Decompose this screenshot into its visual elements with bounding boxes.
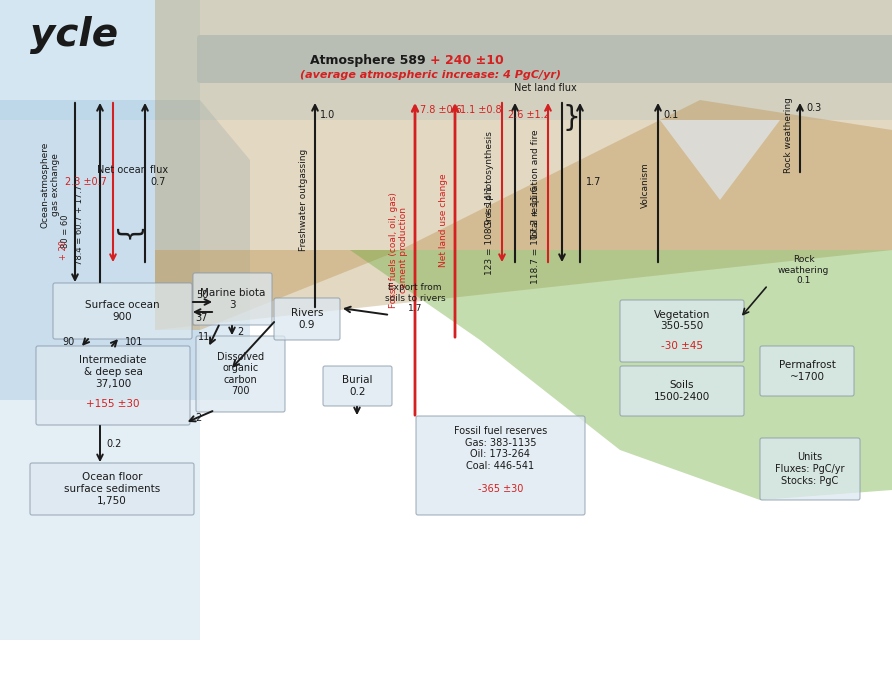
Text: Units
Fluxes: PgC/yr
Stocks: PgC: Units Fluxes: PgC/yr Stocks: PgC — [775, 452, 845, 486]
Text: {: { — [115, 221, 143, 239]
Text: 1.1 ±0.8: 1.1 ±0.8 — [460, 105, 501, 115]
Text: }: } — [562, 104, 580, 132]
Text: Rock
weathering
0.1: Rock weathering 0.1 — [778, 255, 830, 285]
Text: Marine biota
3: Marine biota 3 — [200, 288, 265, 310]
Text: 1.7: 1.7 — [586, 177, 601, 187]
Text: Surface ocean
900: Surface ocean 900 — [86, 300, 160, 322]
Text: Vegetation
350-550: Vegetation 350-550 — [654, 310, 710, 332]
FancyBboxPatch shape — [416, 416, 585, 515]
Polygon shape — [350, 250, 892, 500]
Text: 101: 101 — [125, 337, 144, 347]
FancyBboxPatch shape — [760, 346, 854, 396]
Text: Net land flux: Net land flux — [514, 83, 576, 93]
FancyBboxPatch shape — [197, 35, 892, 83]
Text: Soils
1500-2400: Soils 1500-2400 — [654, 380, 710, 402]
Text: Permafrost
~1700: Permafrost ~1700 — [779, 360, 836, 382]
Text: + 240 ±10: + 240 ±10 — [430, 53, 504, 66]
Text: 2.3 ±0.7: 2.3 ±0.7 — [65, 177, 107, 187]
Text: Net ocean flux: Net ocean flux — [97, 165, 169, 175]
FancyBboxPatch shape — [620, 366, 744, 416]
Text: (average atmospheric increase: 4 PgC/yr): (average atmospheric increase: 4 PgC/yr) — [300, 70, 560, 80]
Text: 0.3: 0.3 — [806, 103, 822, 113]
Text: Gross photosynthesis: Gross photosynthesis — [485, 132, 494, 228]
Text: 118.7 = 107.2 + 11.6: 118.7 = 107.2 + 11.6 — [531, 186, 540, 284]
Text: 90: 90 — [62, 337, 75, 347]
Text: ycle: ycle — [30, 16, 118, 54]
Text: Dissolved
organic
carbon
700: Dissolved organic carbon 700 — [217, 351, 264, 397]
Text: 7.8 ±0.6: 7.8 ±0.6 — [420, 105, 462, 115]
Text: Fossil fuels (coal, oil, gas)
cement production: Fossil fuels (coal, oil, gas) cement pro… — [389, 192, 408, 308]
Polygon shape — [155, 0, 892, 330]
Text: 11: 11 — [198, 332, 210, 342]
Text: 2: 2 — [237, 327, 244, 337]
Text: -365 ±30: -365 ±30 — [478, 484, 524, 495]
Text: Rivers
0.9: Rivers 0.9 — [291, 308, 323, 329]
Polygon shape — [155, 100, 892, 330]
Text: Intermediate
& deep sea
37,100: Intermediate & deep sea 37,100 — [79, 356, 146, 388]
FancyBboxPatch shape — [620, 300, 744, 362]
FancyBboxPatch shape — [0, 0, 892, 120]
Text: 2.6 ±1.2: 2.6 ±1.2 — [508, 110, 549, 120]
Text: Total respiration and fire: Total respiration and fire — [531, 129, 540, 240]
Text: 50: 50 — [196, 290, 208, 300]
Text: Net land use change: Net land use change — [439, 173, 448, 267]
Text: Ocean floor
surface sediments
1,750: Ocean floor surface sediments 1,750 — [64, 473, 161, 506]
Text: Ocean-atmosphere
gas exchange: Ocean-atmosphere gas exchange — [40, 142, 60, 228]
Text: 37: 37 — [196, 313, 208, 323]
Text: 0.7: 0.7 — [150, 177, 165, 187]
Text: 123 = 108.9 + 14.1: 123 = 108.9 + 14.1 — [485, 185, 494, 275]
Text: Export from
soils to rivers
1.7: Export from soils to rivers 1.7 — [384, 283, 445, 313]
Text: 2: 2 — [194, 413, 201, 423]
Text: + 20: + 20 — [59, 240, 68, 260]
Polygon shape — [660, 120, 780, 200]
Text: Volcanism: Volcanism — [641, 162, 650, 208]
Text: 1.0: 1.0 — [320, 110, 335, 120]
FancyBboxPatch shape — [274, 298, 340, 340]
Text: Freshwater outgassing: Freshwater outgassing — [299, 149, 308, 251]
FancyBboxPatch shape — [760, 438, 860, 500]
FancyBboxPatch shape — [196, 336, 285, 412]
FancyBboxPatch shape — [193, 273, 272, 325]
Text: 0.1: 0.1 — [663, 110, 678, 120]
Text: 0.2: 0.2 — [106, 439, 121, 449]
Text: Atmosphere 589: Atmosphere 589 — [310, 53, 430, 66]
FancyBboxPatch shape — [36, 346, 190, 425]
Text: -30 ±45: -30 ±45 — [661, 340, 703, 351]
FancyBboxPatch shape — [53, 283, 192, 339]
Text: Fossil fuel reserves
Gas: 383-1135
Oil: 173-264
Coal: 446-541: Fossil fuel reserves Gas: 383-1135 Oil: … — [454, 426, 547, 471]
Polygon shape — [0, 0, 200, 640]
Polygon shape — [0, 100, 250, 400]
Text: +155 ±30: +155 ±30 — [87, 399, 140, 409]
Text: Rock weathering: Rock weathering — [784, 97, 793, 173]
Text: 78.4 = 60.7 + 17.7: 78.4 = 60.7 + 17.7 — [76, 185, 85, 265]
FancyBboxPatch shape — [30, 463, 194, 515]
Text: 80 = 60: 80 = 60 — [61, 212, 70, 248]
Text: Burial
0.2: Burial 0.2 — [343, 375, 373, 397]
FancyBboxPatch shape — [323, 366, 392, 406]
